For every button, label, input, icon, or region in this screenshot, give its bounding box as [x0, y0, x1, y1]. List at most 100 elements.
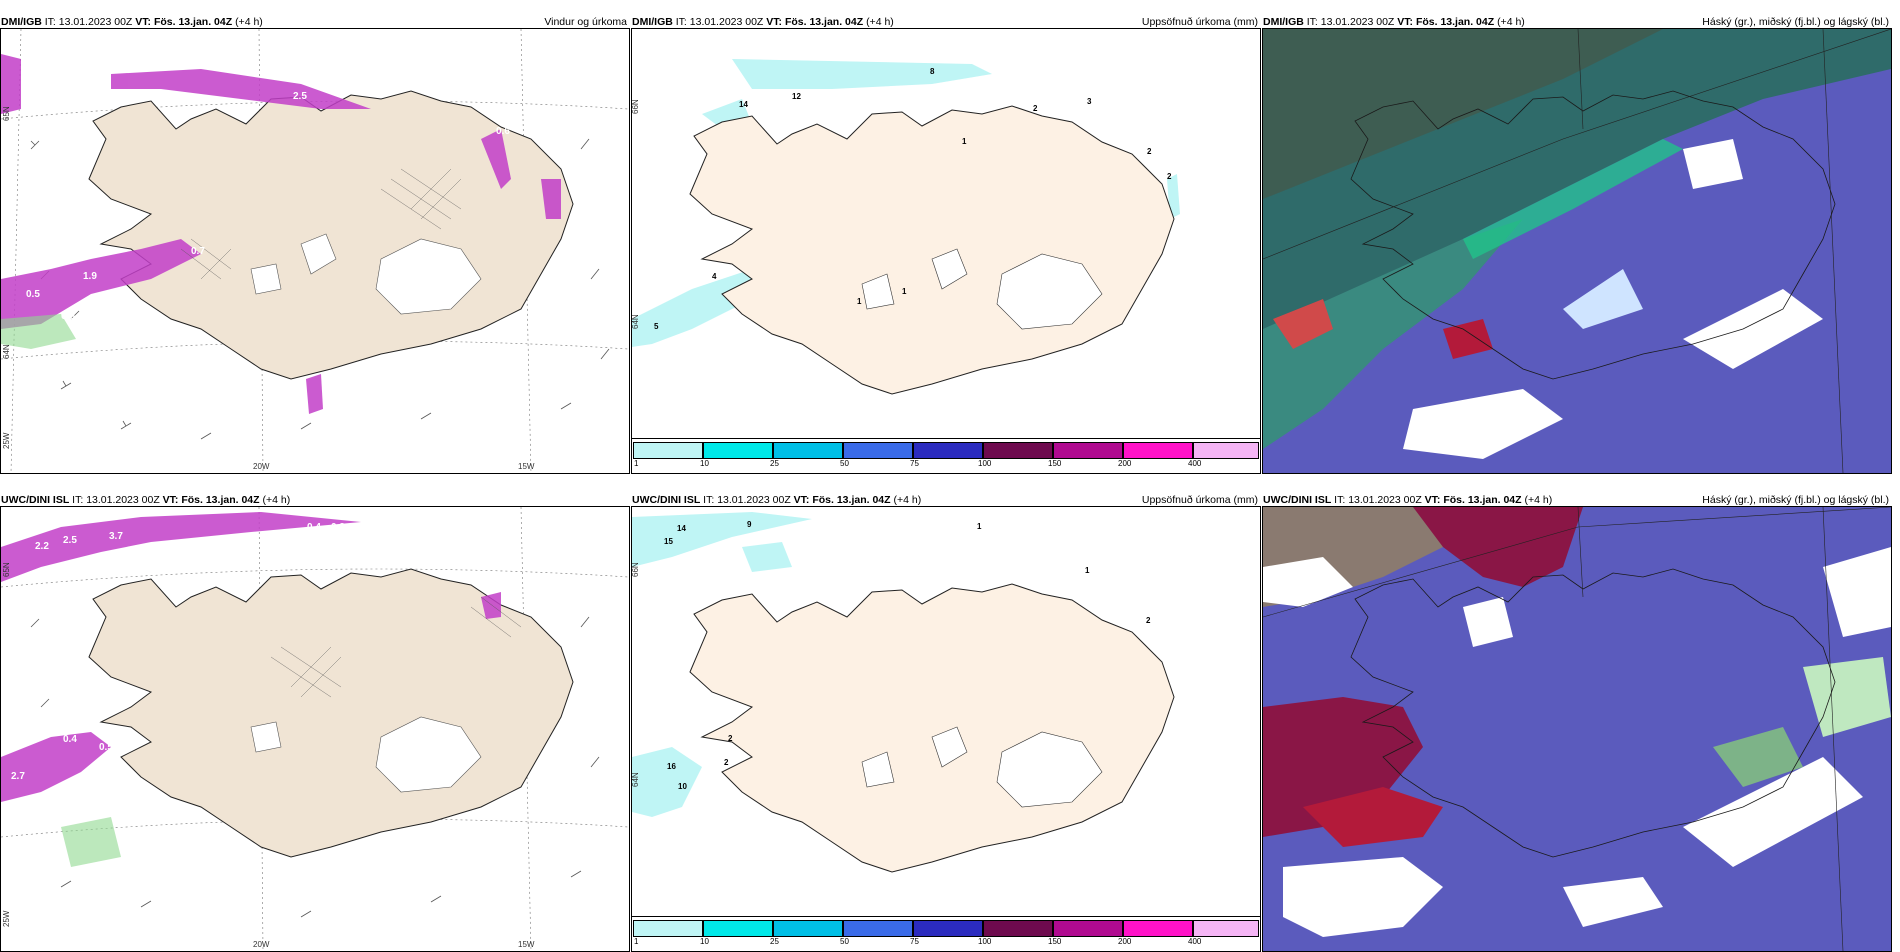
precip-value: 2 — [724, 758, 729, 767]
colorbar-swatch — [983, 920, 1053, 937]
it-label: IT: — [72, 494, 84, 506]
glacier — [375, 238, 482, 315]
glacier — [996, 253, 1103, 330]
colorbar-tick: 75 — [910, 459, 919, 468]
colorbar-tick: 75 — [910, 937, 919, 946]
colorbar-tick: 400 — [1188, 459, 1202, 468]
it-value: 13.01.2023 00Z — [58, 16, 133, 28]
wind-value: 0.5 — [99, 742, 113, 753]
lon-label: 15W — [518, 462, 535, 471]
map-precip: 14 15 9 1 1 2 16 10 2 2 66N 64N 1 10 25 — [631, 506, 1261, 952]
precip-value: 2 — [1146, 616, 1151, 625]
lon-label: 25W — [2, 432, 11, 449]
wind-value: 1.9 — [83, 271, 97, 282]
it-label: IT: — [675, 16, 687, 28]
it-value: 13.01.2023 00Z — [1320, 16, 1395, 28]
model-name: UWC/DINI ISL — [632, 494, 701, 506]
wind-value: 0.6 — [496, 126, 510, 137]
colorbar-swatch — [633, 920, 703, 937]
it-label: IT: — [1306, 16, 1318, 28]
vt-value: Fös. 13.jan. 04Z — [153, 16, 233, 28]
precip-value: 10 — [678, 782, 687, 791]
lat-label: 64N — [632, 314, 640, 329]
vt-label: VT: — [1397, 16, 1414, 28]
it-value: 13.01.2023 00Z — [717, 494, 791, 506]
wind-value: 0.7 — [191, 246, 205, 257]
wind-value: 3.7 — [109, 531, 123, 542]
precip-value: 2 — [1147, 147, 1152, 156]
panel-header: UWC/DINI ISL IT: 13.01.2023 00Z VT: Fös.… — [0, 490, 630, 510]
lon-label: 15W — [518, 940, 535, 949]
colorbar-swatch — [843, 920, 913, 937]
hatched-snow — [180, 168, 462, 280]
colorbar-tick: 200 — [1118, 937, 1132, 946]
panel-header: DMI/IGB IT: 13.01.2023 00Z VT: Fös. 13.j… — [0, 12, 630, 32]
lon-label: 20W — [253, 462, 270, 471]
colorbar-swatch — [913, 920, 983, 937]
colorbar-swatch — [983, 442, 1053, 459]
model-name: DMI/IGB — [632, 16, 673, 28]
panel-dmi-precip: DMI/IGB IT: 13.01.2023 00Z VT: Fös. 13.j… — [631, 12, 1261, 474]
precip-value: 8 — [930, 67, 935, 76]
precip-area — [1, 54, 561, 414]
colorbar-swatch — [773, 442, 843, 459]
hatched-snow — [270, 596, 522, 698]
precip-value: 2 — [1167, 172, 1172, 181]
colorbar: 1 10 25 50 75 100 150 200 400 — [632, 916, 1260, 951]
precip-value: 12 — [792, 92, 801, 101]
lead-time: (+4 h) — [893, 494, 922, 506]
lat-label: 66N — [632, 99, 640, 114]
panel-header: DMI/IGB IT: 13.01.2023 00Z VT: Fös. 13.j… — [1262, 12, 1892, 32]
lat-label: 66N — [632, 562, 640, 577]
lead-time: (+4 h) — [262, 494, 291, 506]
precip-value: 2 — [728, 734, 733, 743]
wind-value: 2.5 — [63, 535, 77, 546]
glacier — [300, 233, 337, 275]
panel-uwc-wind: UWC/DINI ISL IT: 13.01.2023 00Z VT: Fös.… — [0, 490, 630, 952]
it-value: 13.01.2023 00Z — [689, 16, 764, 28]
lead-time: (+4 h) — [1524, 494, 1553, 506]
model-name: DMI/IGB — [1, 16, 42, 28]
glacier — [931, 248, 968, 290]
vt-label: VT: — [1424, 494, 1441, 506]
precip-value: 1 — [902, 287, 907, 296]
map-cloud — [1262, 506, 1892, 952]
precip-value: 3 — [1087, 97, 1092, 106]
lat-label: 64N — [2, 344, 11, 359]
glacier — [250, 721, 282, 753]
panel-header: UWC/DINI ISL IT: 13.01.2023 00Z VT: Fös.… — [1262, 490, 1892, 510]
wind-value: 0.4 — [307, 522, 321, 533]
iceland-outline — [1350, 568, 1836, 858]
precip-area — [1, 512, 501, 802]
colorbar-swatch — [843, 442, 913, 459]
glacier — [931, 726, 968, 768]
precip-value: 1 — [857, 297, 862, 306]
lead-time: (+4 h) — [866, 16, 894, 28]
it-value: 13.01.2023 00Z — [86, 494, 160, 506]
glacier — [375, 716, 482, 793]
colorbar-swatch — [1123, 442, 1193, 459]
colorbar-tick: 150 — [1048, 937, 1062, 946]
colorbar-tick: 50 — [840, 459, 849, 468]
wind-value: 0.5 — [61, 311, 75, 322]
colorbar-tick: 150 — [1048, 459, 1062, 468]
panel-title: Uppsöfnuð úrkoma (mm) — [1141, 494, 1258, 506]
panel-header: UWC/DINI ISL IT: 13.01.2023 00Z VT: Fös.… — [631, 490, 1261, 510]
lead-time: (+4 h) — [1497, 16, 1525, 28]
colorbar-tick: 200 — [1118, 459, 1132, 468]
colorbar-tick: 1 — [634, 937, 639, 946]
precip-value: 1 — [962, 137, 967, 146]
colorbar-tick: 25 — [770, 459, 779, 468]
it-label: IT: — [44, 16, 56, 28]
colorbar-tick: 50 — [840, 937, 849, 946]
vt-label: VT: — [162, 494, 179, 506]
panel-title: Háský (gr.), miðský (fj.bl.) og lágský (… — [1702, 16, 1889, 28]
lead-time: (+4 h) — [235, 16, 263, 28]
panel-header: DMI/IGB IT: 13.01.2023 00Z VT: Fös. 13.j… — [631, 12, 1261, 32]
colorbar-swatch — [913, 442, 983, 459]
lat-label: 65N — [2, 562, 11, 577]
wind-barbs — [30, 138, 610, 440]
colorbar-tick: 10 — [700, 937, 709, 946]
colorbar-tick: 100 — [978, 937, 992, 946]
panel-uwc-cloud: UWC/DINI ISL IT: 13.01.2023 00Z VT: Fös.… — [1262, 490, 1892, 952]
